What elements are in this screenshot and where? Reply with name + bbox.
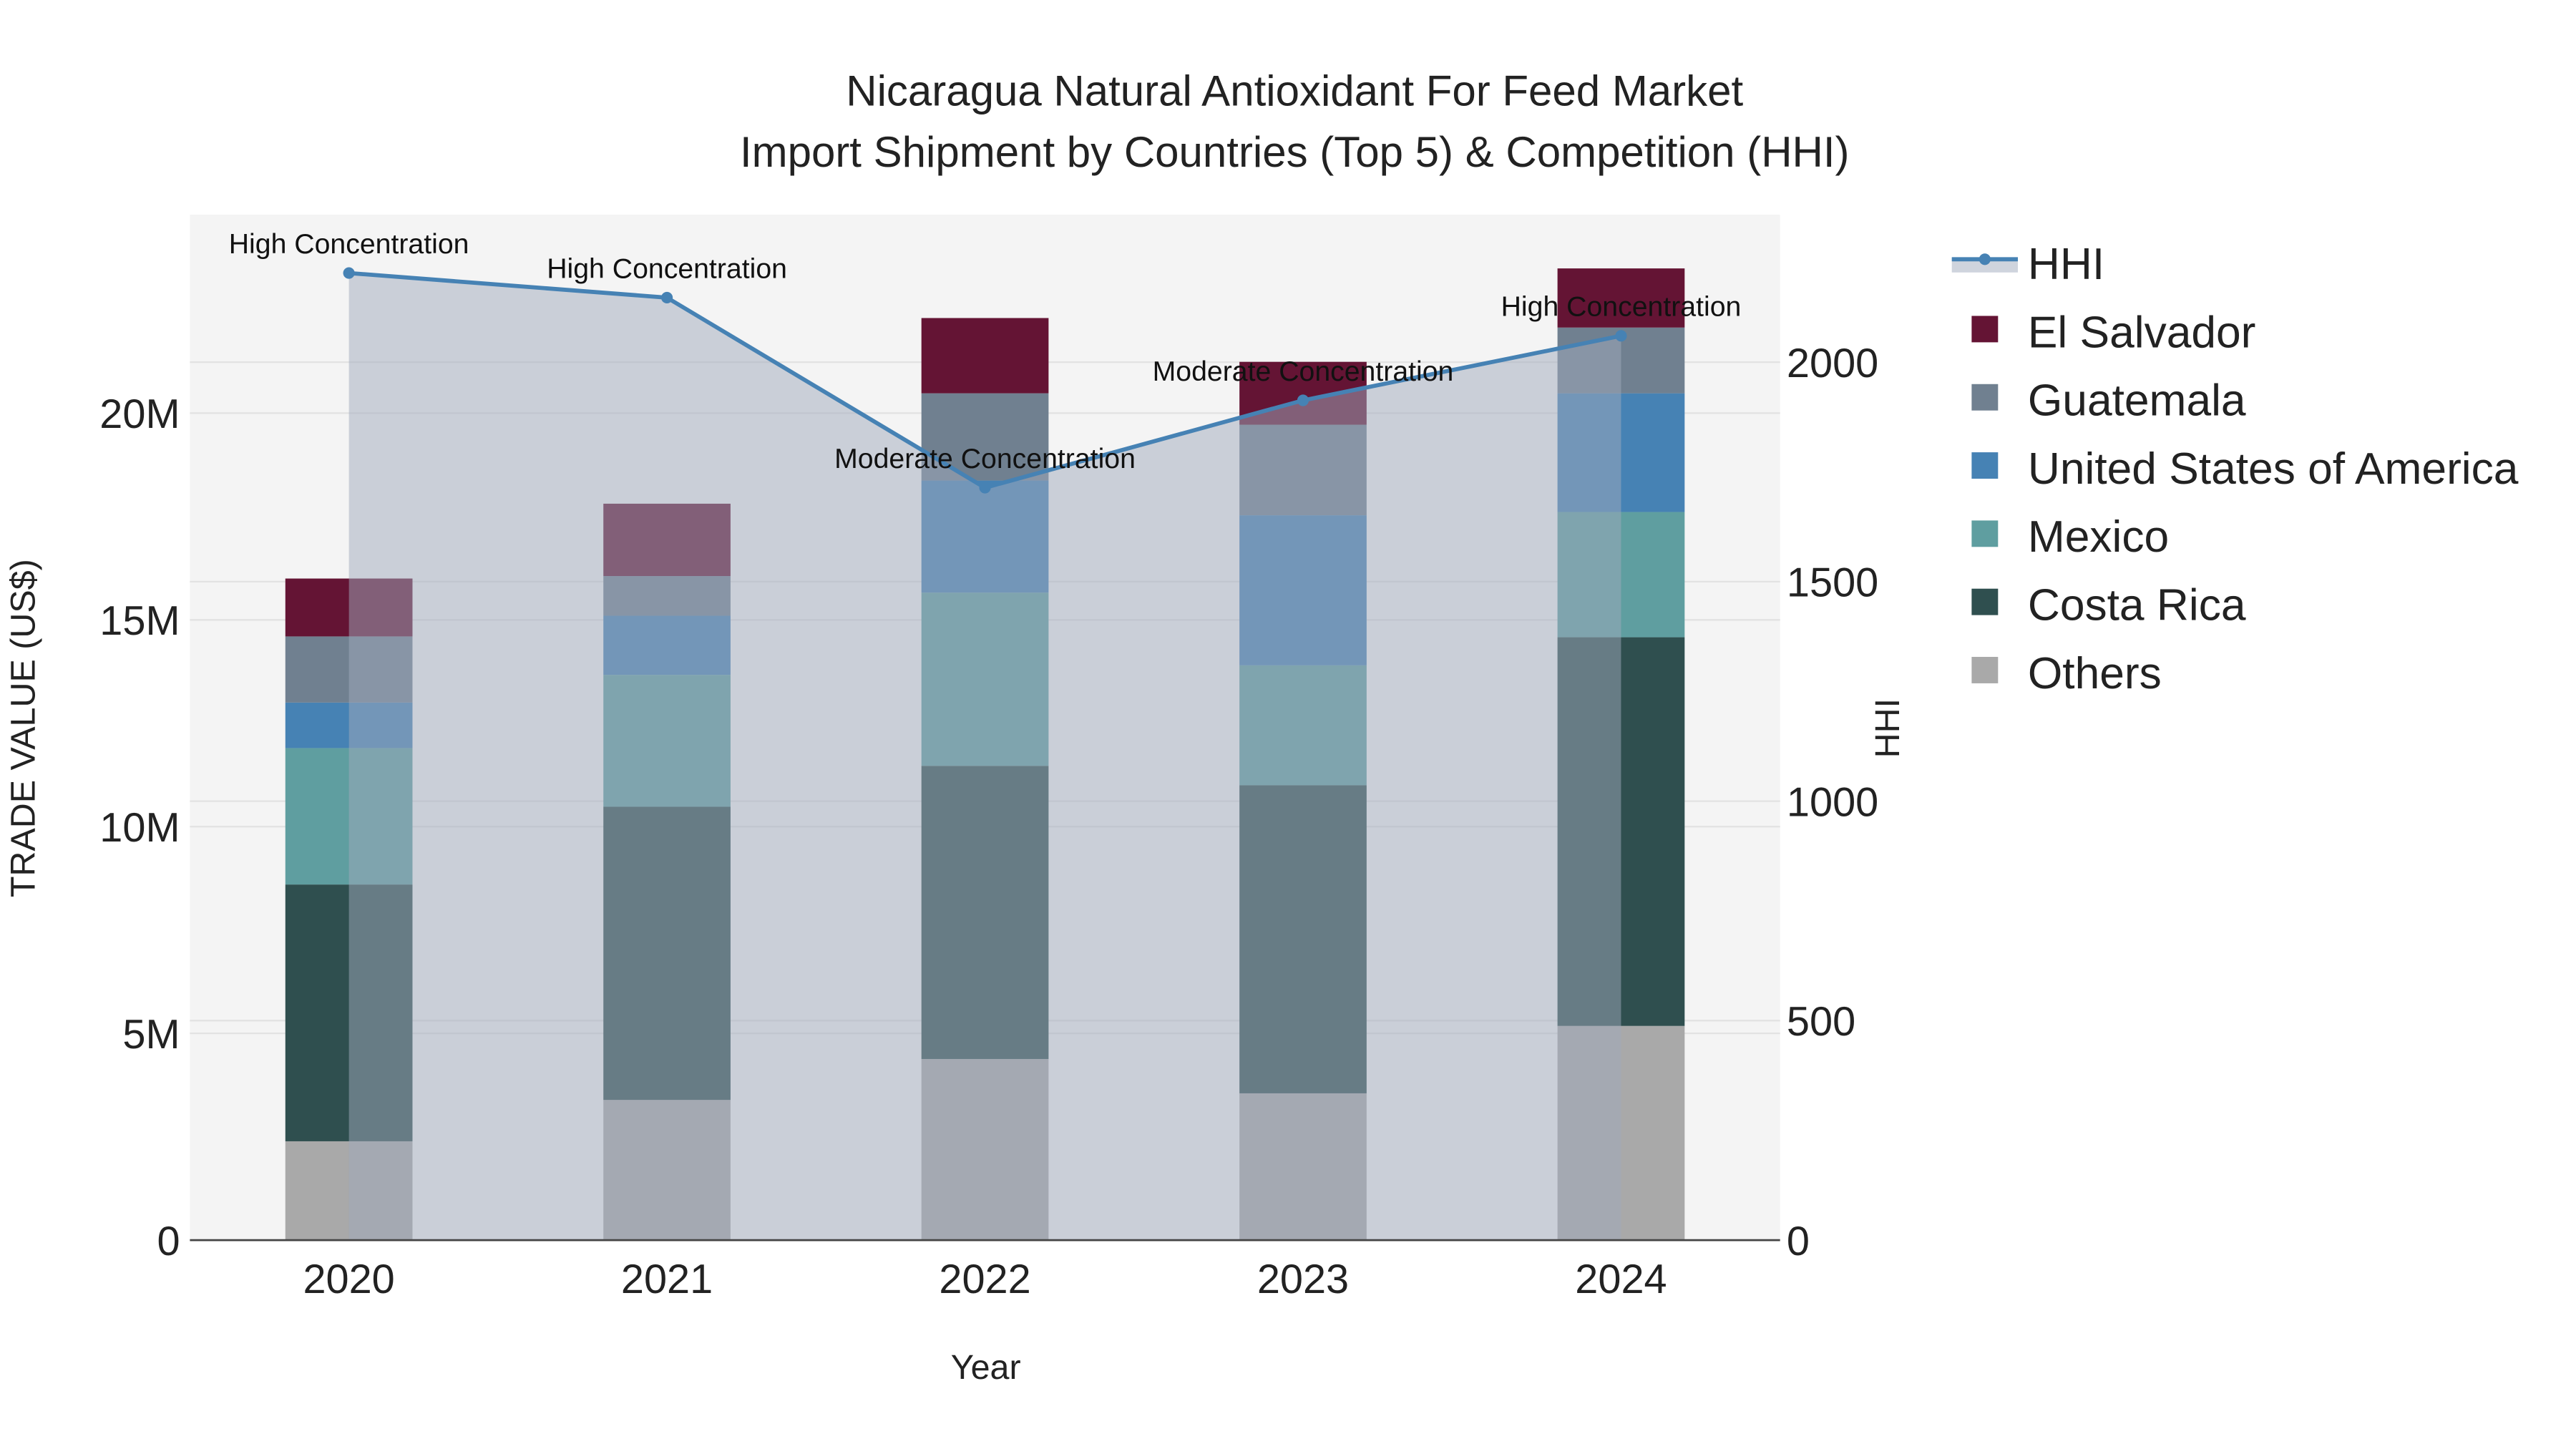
- y2-tick-label: 0: [1787, 1219, 1810, 1264]
- x-tick-label: 2022: [939, 1257, 1030, 1302]
- hhi-annotation: High Concentration: [229, 228, 469, 260]
- legend-label: HHI: [2028, 240, 2104, 289]
- y-tick-label: 0: [157, 1219, 180, 1264]
- legend-swatch: [1971, 520, 1999, 547]
- legend-label: Others: [2028, 649, 2162, 698]
- hhi-annotation: Moderate Concentration: [1153, 356, 1454, 387]
- legend-label: El Salvador: [2028, 308, 2256, 357]
- legend-label: Mexico: [2028, 512, 2169, 562]
- y-tick-label: 20M: [99, 391, 180, 437]
- x-axis-label: Year: [951, 1348, 1021, 1387]
- legend-item-costa-rica[interactable]: Costa Rica: [1971, 581, 2246, 630]
- y-tick-label: 5M: [122, 1012, 180, 1058]
- legend-swatch-marker: [1979, 253, 1991, 265]
- y-tick-label: 15M: [99, 598, 180, 644]
- y2-tick-label: 1000: [1787, 779, 1878, 825]
- bar-el-salvador-2024[interactable]: [1557, 268, 1685, 328]
- legend-swatch: [1971, 384, 1999, 411]
- legend-item-united-states-of-america[interactable]: United States of America: [1971, 444, 2519, 494]
- y2-axis-label: HHI: [1868, 698, 1907, 758]
- legend-swatch: [1971, 657, 1999, 683]
- y2-tick-label: 2000: [1787, 341, 1878, 386]
- bar-el-salvador-2022[interactable]: [921, 318, 1049, 394]
- legend-swatch: [1971, 588, 1999, 615]
- y-tick-label: 10M: [99, 805, 180, 851]
- hhi-annotation: High Concentration: [547, 253, 787, 284]
- legend-item-el-salvador[interactable]: El Salvador: [1971, 308, 2255, 357]
- legend-label: Costa Rica: [2028, 581, 2246, 630]
- legend-swatch: [1971, 452, 1999, 479]
- legend-label: Guatemala: [2028, 376, 2246, 426]
- x-tick-label: 2021: [621, 1257, 713, 1302]
- y2-tick-label: 500: [1787, 999, 1855, 1045]
- hhi-point-2024[interactable]: [1615, 330, 1627, 342]
- x-tick-label: 2024: [1575, 1257, 1667, 1302]
- hhi-point-2023[interactable]: [1297, 394, 1309, 406]
- hhi-point-2021[interactable]: [661, 291, 673, 304]
- x-tick-label: 2023: [1257, 1257, 1349, 1302]
- hhi-annotation: Moderate Concentration: [834, 443, 1136, 474]
- legend-label: United States of America: [2028, 444, 2519, 494]
- legend-item-others[interactable]: Others: [1971, 649, 2162, 698]
- y-axis-label: TRADE VALUE (US$): [4, 559, 42, 897]
- chart-title-line1: Nicaragua Natural Antioxidant For Feed M…: [846, 67, 1743, 115]
- hhi-point-2020[interactable]: [343, 267, 355, 279]
- legend-swatch: [1971, 316, 1999, 343]
- hhi-point-2022[interactable]: [979, 482, 991, 494]
- legend-item-mexico[interactable]: Mexico: [1971, 512, 2169, 562]
- hhi-annotation: High Concentration: [1501, 291, 1742, 323]
- x-tick-label: 2020: [303, 1257, 394, 1302]
- legend-item-guatemala[interactable]: Guatemala: [1971, 376, 2246, 426]
- legend-item-hhi[interactable]: HHI: [1951, 240, 2104, 289]
- y2-tick-label: 1500: [1787, 560, 1878, 606]
- hhi-area: [348, 273, 1621, 1241]
- chart-title-line2: Import Shipment by Countries (Top 5) & C…: [740, 128, 1850, 176]
